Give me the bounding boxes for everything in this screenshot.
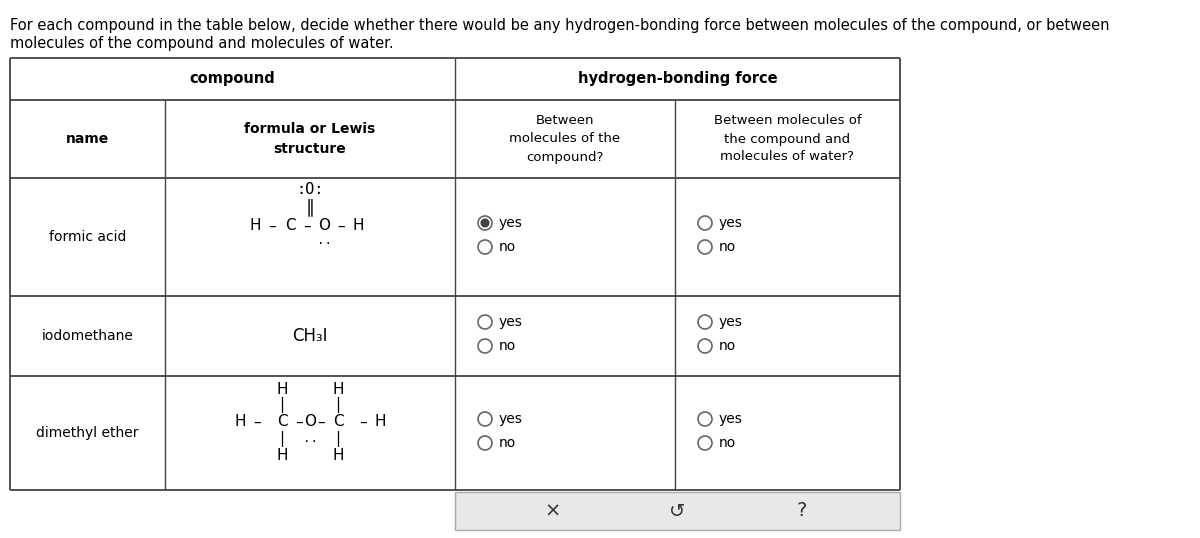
Bar bbox=[10, 58, 900, 490]
Text: yes: yes bbox=[719, 216, 743, 230]
Text: no: no bbox=[719, 436, 737, 450]
Text: yes: yes bbox=[719, 412, 743, 426]
Text: no: no bbox=[499, 240, 516, 254]
Text: H: H bbox=[353, 218, 364, 233]
Text: yes: yes bbox=[499, 216, 523, 230]
Text: ..: .. bbox=[302, 431, 318, 444]
Text: |: | bbox=[336, 431, 341, 447]
Text: –: – bbox=[337, 218, 344, 233]
Text: H: H bbox=[234, 414, 246, 429]
Text: ∥: ∥ bbox=[306, 198, 314, 216]
Text: no: no bbox=[719, 339, 737, 353]
Text: –: – bbox=[268, 218, 276, 233]
Text: H: H bbox=[332, 381, 343, 397]
Text: C: C bbox=[284, 218, 295, 233]
Text: |: | bbox=[280, 397, 284, 413]
Text: –: – bbox=[295, 414, 302, 429]
Text: |: | bbox=[280, 431, 284, 447]
Text: –: – bbox=[359, 414, 367, 429]
Text: –: – bbox=[253, 414, 260, 429]
Circle shape bbox=[481, 219, 488, 227]
Text: yes: yes bbox=[719, 315, 743, 329]
Text: :O:: :O: bbox=[296, 181, 324, 196]
Text: dimethyl ether: dimethyl ether bbox=[36, 426, 139, 440]
Text: O: O bbox=[318, 218, 330, 233]
Text: For each compound in the table below, decide whether there would be any hydrogen: For each compound in the table below, de… bbox=[10, 18, 1110, 33]
Text: C: C bbox=[332, 414, 343, 429]
Text: CH₃I: CH₃I bbox=[293, 327, 328, 345]
Text: iodomethane: iodomethane bbox=[42, 329, 133, 343]
Bar bbox=[455, 492, 900, 530]
Text: no: no bbox=[499, 436, 516, 450]
Text: H: H bbox=[276, 381, 288, 397]
Text: O: O bbox=[304, 414, 316, 429]
Text: H: H bbox=[374, 414, 385, 429]
Text: yes: yes bbox=[499, 315, 523, 329]
Text: ×: × bbox=[545, 501, 562, 520]
Text: H: H bbox=[250, 218, 260, 233]
Text: yes: yes bbox=[499, 412, 523, 426]
Text: name: name bbox=[66, 132, 109, 146]
Text: H: H bbox=[332, 448, 343, 463]
Text: |: | bbox=[336, 397, 341, 413]
Text: Between
molecules of the
compound?: Between molecules of the compound? bbox=[510, 115, 620, 164]
Text: molecules of the compound and molecules of water.: molecules of the compound and molecules … bbox=[10, 36, 394, 51]
Text: Between molecules of
the compound and
molecules of water?: Between molecules of the compound and mo… bbox=[714, 115, 862, 164]
Text: no: no bbox=[719, 240, 737, 254]
Text: C: C bbox=[277, 414, 287, 429]
Text: compound: compound bbox=[190, 72, 275, 87]
Text: ↺: ↺ bbox=[670, 501, 685, 520]
Text: –: – bbox=[317, 414, 325, 429]
Text: ?: ? bbox=[797, 501, 808, 520]
Text: hydrogen-bonding force: hydrogen-bonding force bbox=[577, 72, 778, 87]
Text: H: H bbox=[276, 448, 288, 463]
Text: formula or Lewis
structure: formula or Lewis structure bbox=[245, 122, 376, 155]
Text: –: – bbox=[304, 218, 311, 233]
Text: ..: .. bbox=[317, 233, 331, 246]
Text: no: no bbox=[499, 339, 516, 353]
Text: formic acid: formic acid bbox=[49, 230, 126, 244]
